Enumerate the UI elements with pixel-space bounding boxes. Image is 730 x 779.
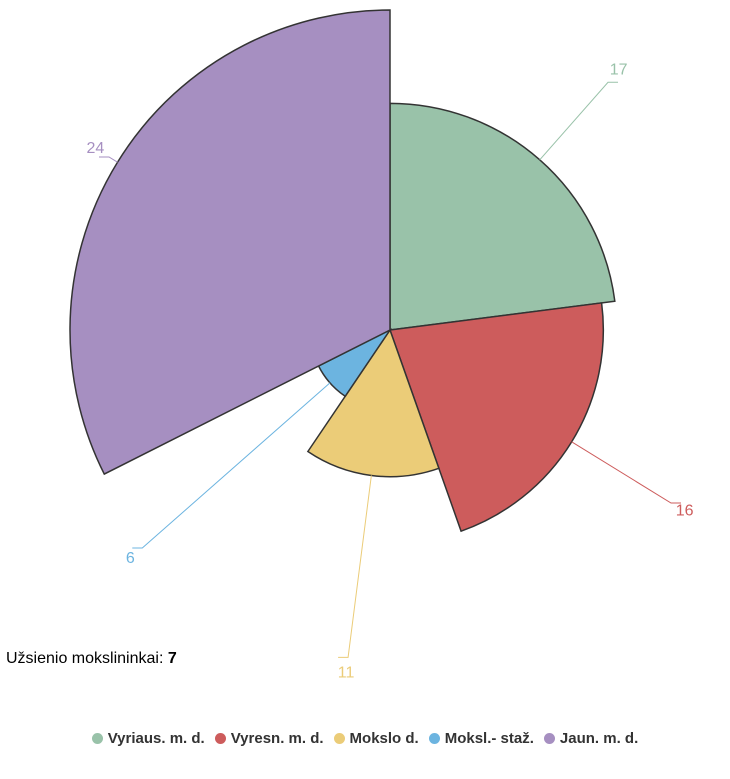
legend-dot (543, 733, 555, 744)
legend-item[interactable]: Vyresn. m. d. (214, 730, 324, 747)
data-label: 6 (126, 550, 135, 567)
legend-label: Moksl.- staž. (444, 730, 534, 747)
legend: Vyriaus. m. d. Vyresn. m. d. Mokslo d. Moks… (0, 730, 730, 747)
legend-item[interactable]: Moksl.- staž. (428, 730, 534, 747)
legend-label: Jaun. m. d. (559, 730, 639, 747)
slice (389, 102, 616, 331)
legend-label: Vyresn. m. d. (230, 730, 324, 747)
leader-line (539, 81, 619, 161)
legend-label: Mokslo d. (349, 730, 419, 747)
legend-label: Vyriaus. m. d. (107, 730, 205, 747)
slice (69, 9, 391, 476)
legend-dot (428, 733, 440, 744)
data-label: 16 (676, 503, 694, 520)
slice (388, 302, 605, 533)
data-label: 24 (86, 140, 104, 157)
legend-dot (91, 733, 103, 744)
leader-line (132, 382, 331, 549)
note-value: 7 (167, 650, 177, 667)
chart: 17 16 11 6 24 (69, 9, 694, 681)
legend-item[interactable]: Jaun. m. d. (543, 730, 639, 747)
note-label: Užsienio mokslininkai: (6, 650, 164, 667)
legend-item[interactable]: Mokslo d. (333, 730, 419, 747)
legend-dot (214, 733, 226, 744)
note: Užsienio mokslininkai: 7 (6, 650, 177, 668)
leader-line (571, 441, 682, 504)
leader-line (98, 156, 118, 163)
leader-line (338, 475, 372, 658)
data-label: 17 (610, 61, 628, 78)
data-label: 11 (338, 664, 355, 681)
legend-dot (333, 733, 345, 744)
legend-item[interactable]: Vyriaus. m. d. (91, 730, 205, 747)
